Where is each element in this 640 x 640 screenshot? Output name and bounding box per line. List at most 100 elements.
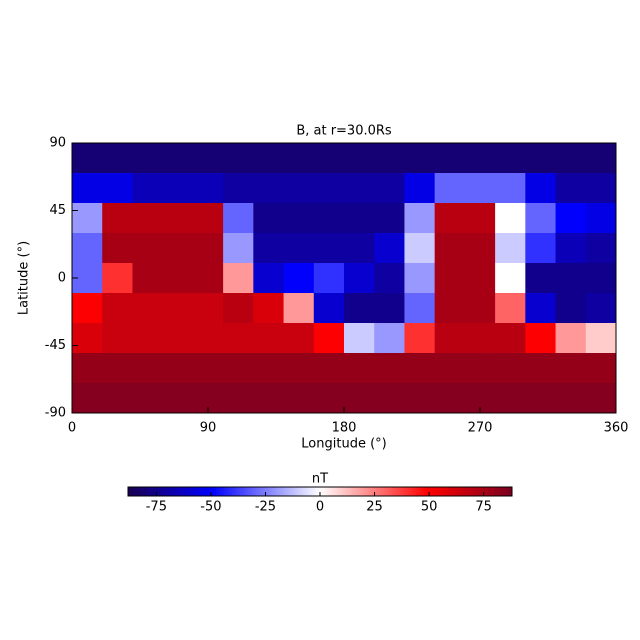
heat-cell xyxy=(585,323,617,354)
y-axis-label: Latitude (°) xyxy=(17,241,32,315)
colorbar-swatch xyxy=(240,487,243,496)
colorbar-swatch xyxy=(370,487,373,496)
heat-cell xyxy=(464,233,496,264)
heat-cell xyxy=(525,203,557,234)
colorbar-swatch xyxy=(394,487,397,496)
heat-cell xyxy=(404,383,436,414)
heat-cell xyxy=(253,383,285,414)
heat-cell xyxy=(434,263,466,294)
colorbar-swatch xyxy=(314,487,317,496)
heat-cell xyxy=(313,233,345,264)
x-axis-label: Longitude (°) xyxy=(301,437,386,452)
colorbar-swatch xyxy=(250,487,253,496)
colorbar-swatch xyxy=(268,487,271,496)
colorbar-swatch xyxy=(358,487,361,496)
colorbar-swatch xyxy=(416,487,419,496)
heatmap xyxy=(72,143,617,414)
colorbar-swatch xyxy=(406,487,409,496)
colorbar-swatch xyxy=(426,487,429,496)
colorbar-swatch xyxy=(356,487,359,496)
colorbar-swatch xyxy=(232,487,235,496)
colorbar-swatch xyxy=(208,487,211,496)
colorbar-swatch xyxy=(344,487,347,496)
colorbar-swatch xyxy=(136,487,139,496)
colorbar-swatch xyxy=(236,487,239,496)
heat-cell xyxy=(223,263,254,294)
colorbar-swatch xyxy=(278,487,281,496)
colorbar-swatch xyxy=(390,487,393,496)
colorbar-swatch xyxy=(430,487,433,496)
colorbar-swatch xyxy=(286,487,289,496)
colorbar-swatch xyxy=(414,487,417,496)
heat-cell xyxy=(495,173,526,204)
heat-cell xyxy=(192,263,224,294)
colorbar-swatch xyxy=(152,487,155,496)
heat-cell xyxy=(495,143,526,174)
colorbar-swatch xyxy=(270,487,273,496)
heat-cell xyxy=(464,263,496,294)
colorbar-swatch xyxy=(494,487,497,496)
colorbar-swatch xyxy=(210,487,213,496)
colorbar-swatch xyxy=(498,487,501,496)
colorbar-tick-label: -75 xyxy=(146,500,167,515)
colorbar-swatch xyxy=(462,487,465,496)
colorbar-swatch xyxy=(308,487,311,496)
heat-cell xyxy=(525,323,557,354)
heat-cell xyxy=(132,353,164,384)
heat-cell xyxy=(525,293,557,324)
colorbar-swatch xyxy=(224,487,227,496)
heat-cell xyxy=(223,203,254,234)
colorbar-swatch xyxy=(488,487,491,496)
colorbar-swatch xyxy=(478,487,481,496)
colorbar-swatch xyxy=(176,487,179,496)
colorbar-swatch xyxy=(296,487,299,496)
heat-cell xyxy=(102,383,133,414)
colorbar-swatch xyxy=(348,487,351,496)
heat-cell xyxy=(253,353,285,384)
colorbar-swatch xyxy=(412,487,415,496)
colorbar-swatch xyxy=(198,487,201,496)
heat-cell xyxy=(72,353,103,384)
heat-cell xyxy=(464,203,496,234)
colorbar-swatch xyxy=(142,487,145,496)
colorbar-swatch xyxy=(322,487,325,496)
colorbar-tick-label: -25 xyxy=(255,500,276,515)
heat-cell xyxy=(253,173,285,204)
heat-cell xyxy=(192,203,224,234)
heat-cell xyxy=(404,203,436,234)
colorbar-swatch xyxy=(468,487,471,496)
heat-cell xyxy=(434,233,466,264)
heat-cell xyxy=(132,263,164,294)
colorbar-swatch xyxy=(148,487,151,496)
colorbar-swatch xyxy=(420,487,423,496)
colorbar-swatch xyxy=(180,487,183,496)
heat-cell xyxy=(192,233,224,264)
colorbar-swatch xyxy=(264,487,267,496)
colorbar-swatch xyxy=(284,487,287,496)
heat-cell xyxy=(495,323,526,354)
heat-cell xyxy=(223,383,254,414)
colorbar-swatch xyxy=(218,487,221,496)
colorbar-swatch xyxy=(318,487,321,496)
heat-cell xyxy=(162,383,194,414)
colorbar-swatch xyxy=(408,487,411,496)
heat-cell xyxy=(344,233,375,264)
colorbar-swatch xyxy=(172,487,175,496)
heat-cell xyxy=(585,383,617,414)
colorbar-swatch xyxy=(490,487,493,496)
colorbar-swatch xyxy=(260,487,263,496)
heat-cell xyxy=(132,383,164,414)
colorbar-swatch xyxy=(154,487,157,496)
colorbar-swatch xyxy=(184,487,187,496)
heat-cell xyxy=(192,173,224,204)
colorbar-swatch xyxy=(410,487,413,496)
heat-cell xyxy=(585,353,617,384)
heat-cell xyxy=(525,233,557,264)
colorbar-swatch xyxy=(404,487,407,496)
colorbar-swatch xyxy=(388,487,391,496)
colorbar-swatch xyxy=(334,487,337,496)
colorbar-swatch xyxy=(402,487,405,496)
heat-cell xyxy=(223,293,254,324)
colorbar-tick-label: 25 xyxy=(366,500,383,515)
colorbar-swatch xyxy=(458,487,461,496)
